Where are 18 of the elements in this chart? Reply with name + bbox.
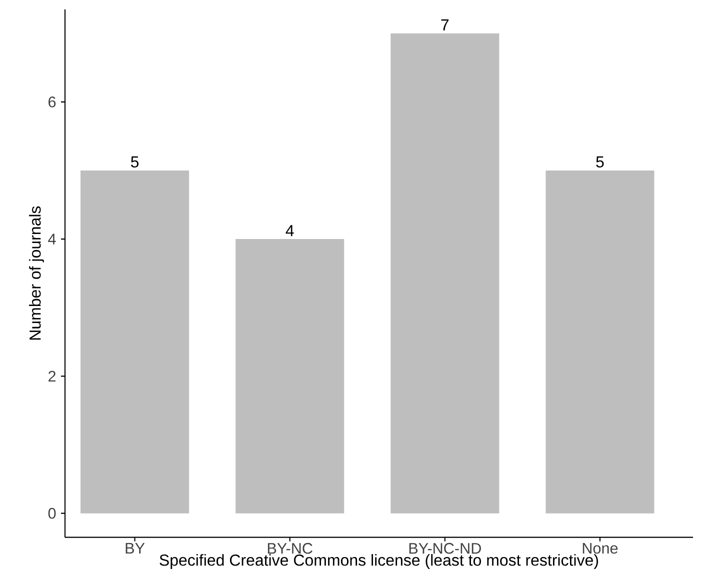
x-tick-label: BY: [126, 542, 145, 554]
data-label: 4: [286, 225, 294, 236]
y-axis-title: Number of journals: [29, 206, 44, 340]
x-tick-label: BY-NC: [268, 542, 312, 554]
y-tick-label: 6: [48, 96, 56, 108]
y-tick-label: 2: [48, 370, 56, 382]
data-label: 7: [441, 19, 449, 30]
x-tick-label: None: [582, 542, 618, 554]
data-label: 5: [596, 156, 604, 168]
x-axis-title: Specified Creative Commons license (least to most restrictive): [160, 554, 598, 569]
data-label: 5: [130, 156, 139, 168]
y-tick-label: 4: [48, 234, 56, 244]
bar: [236, 239, 344, 514]
y-tick-label: 0: [48, 508, 56, 519]
x-tick-label: BY-NC-ND: [409, 542, 481, 554]
bar: [546, 170, 654, 514]
bar: [80, 170, 190, 514]
bar: [390, 33, 500, 514]
